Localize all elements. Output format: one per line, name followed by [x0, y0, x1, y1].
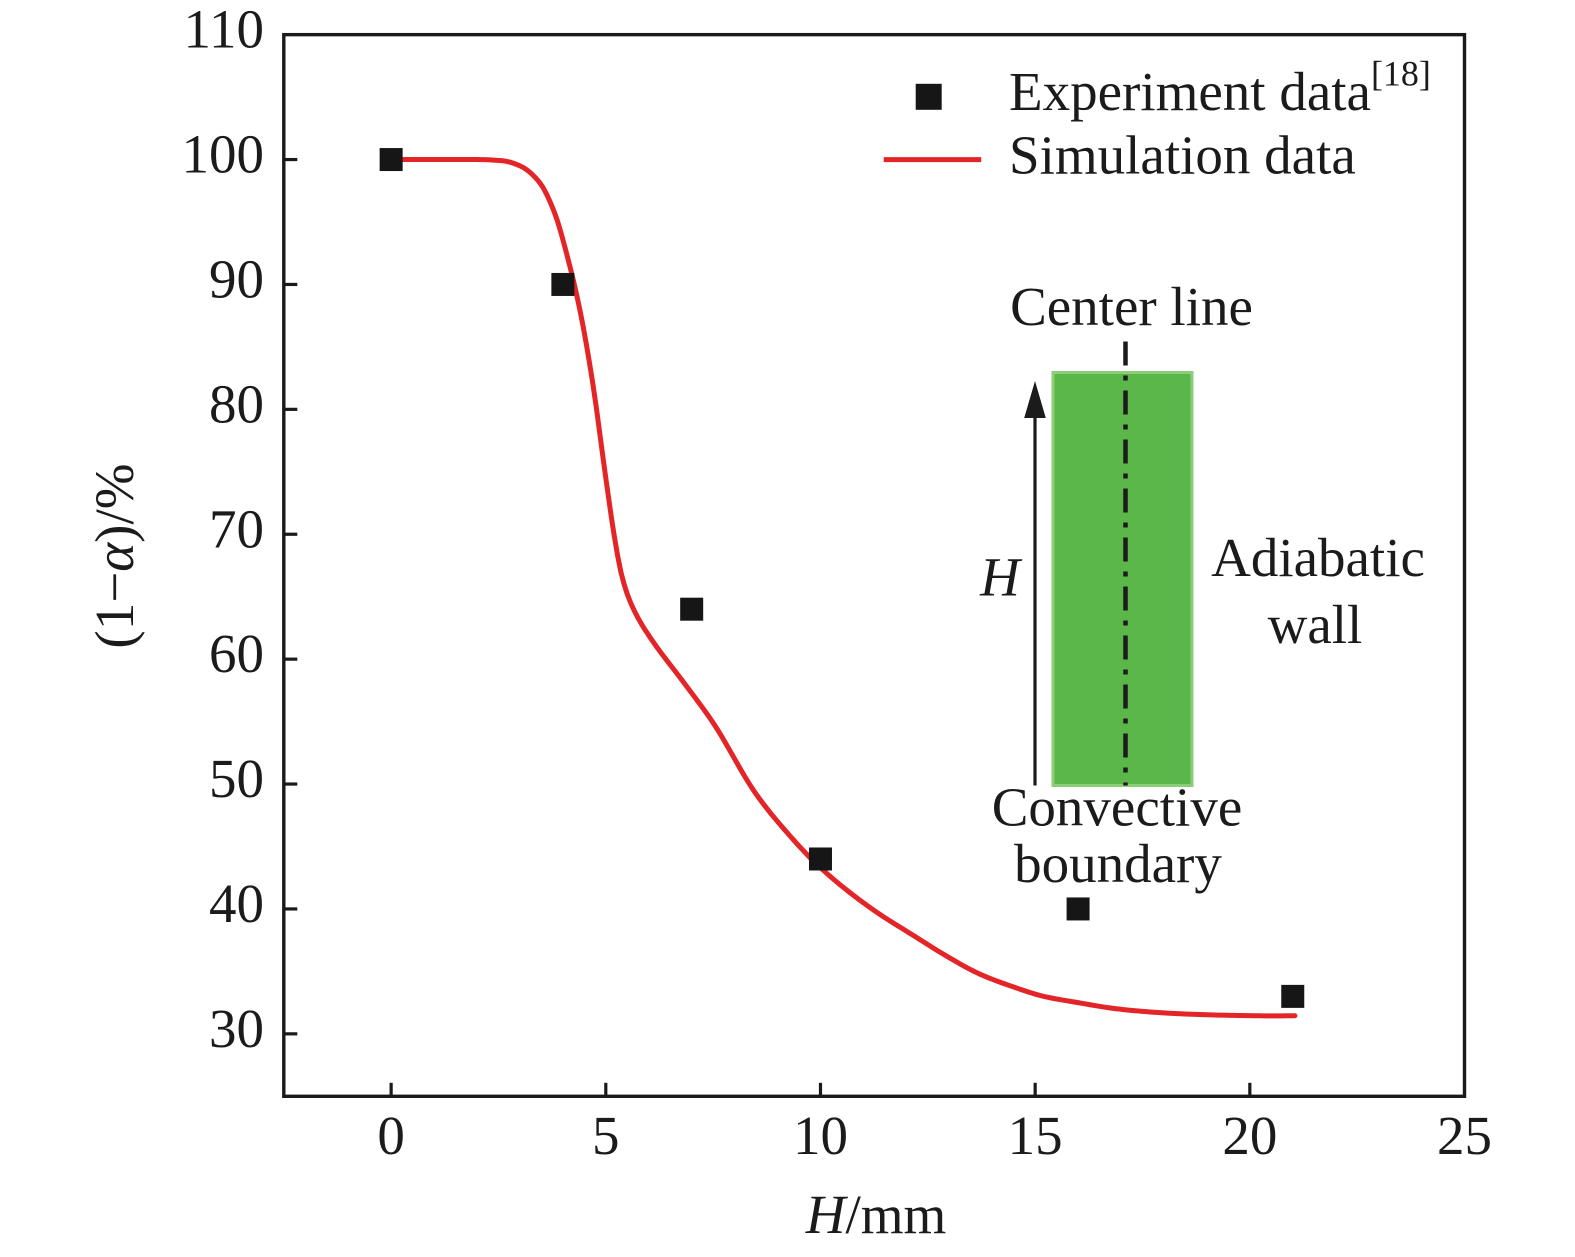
legend-experiment-marker [915, 83, 942, 110]
y-axis-title-symbol: α [84, 542, 145, 572]
plot-border [282, 32, 1467, 1099]
x-tick-label: 20 [1222, 1105, 1277, 1166]
x-axis-ticks [389, 1082, 1252, 1097]
experiment-point [808, 847, 832, 871]
y-axis-title-post: )/% [84, 463, 145, 542]
y-axis-title-pre: (1− [84, 572, 145, 649]
y-tick-label: 40 [209, 873, 264, 934]
x-tick-label: 15 [1008, 1105, 1063, 1166]
x-tick-label: 10 [793, 1105, 848, 1166]
y-tick-label: 30 [209, 998, 264, 1059]
x-tick-label: 25 [1437, 1105, 1492, 1166]
experiment-point [379, 148, 403, 172]
y-tick-label: 90 [209, 248, 264, 309]
x-axis-title-unit: /mm [845, 1184, 946, 1245]
x-tick-label: 0 [377, 1105, 405, 1166]
experiment-point [1066, 897, 1090, 921]
height-symbol-label: H [979, 547, 1023, 608]
simulation-curve [388, 157, 1298, 1019]
adiabatic-wall-label-line2: wall [1268, 594, 1363, 655]
y-tick-label: 50 [209, 748, 264, 809]
x-tick-label: 5 [592, 1105, 620, 1166]
y-tick-label: 100 [182, 124, 265, 185]
legend: Experiment data[18] Simulation data [883, 54, 1431, 186]
y-tick-label: 110 [184, 0, 264, 60]
y-axis-ticks [283, 157, 298, 1036]
inset-schematic: Center line H Adiabatic wall Convective … [979, 276, 1425, 894]
sample-rectangle [1051, 371, 1194, 787]
legend-experiment-label: Experiment data[18] [1009, 54, 1431, 122]
experiment-point [680, 597, 704, 621]
legend-simulation-label: Simulation data [1009, 125, 1356, 186]
legend-experiment-superscript: [18] [1371, 54, 1431, 94]
center-line-label: Center line [1010, 276, 1253, 337]
experiment-point [551, 272, 575, 296]
experiment-point [1281, 984, 1305, 1008]
x-axis-title-symbol: H [805, 1184, 849, 1245]
y-axis-tick-labels: 30 40 50 60 70 80 90 100 110 [182, 0, 265, 1059]
y-tick-label: 60 [209, 623, 264, 684]
y-tick-label: 70 [209, 498, 264, 559]
y-axis-title: (1−α)/% [84, 463, 145, 648]
convective-boundary-label-line2: boundary [1014, 833, 1222, 894]
adiabatic-wall-label-line1: Adiabatic [1211, 527, 1425, 588]
height-arrow-head [1024, 381, 1046, 418]
convective-boundary-label-line1: Convective [992, 777, 1242, 838]
y-tick-label: 80 [209, 373, 264, 434]
experiment-points [379, 148, 1305, 1008]
x-axis-tick-labels: 0 5 10 15 20 25 [377, 1105, 1492, 1166]
x-axis-title: H/mm [805, 1184, 947, 1245]
